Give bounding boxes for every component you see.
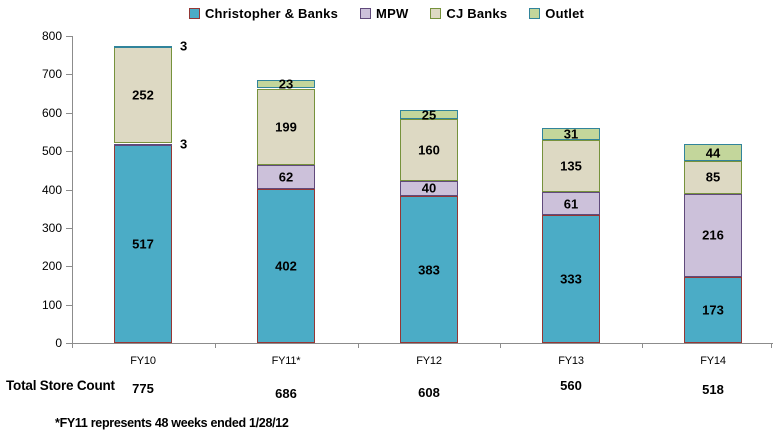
bar-segment — [400, 119, 458, 181]
y-axis-line — [72, 36, 73, 348]
legend-series-label: CJ Banks — [446, 6, 508, 21]
bar-segment-label: 402 — [275, 258, 297, 274]
bar-segment — [684, 144, 742, 162]
x-axis-tick — [357, 343, 359, 348]
x-axis-tick — [642, 343, 643, 348]
y-axis-label: 800 — [41, 29, 62, 43]
bar-segment — [684, 193, 742, 277]
bar-segment — [400, 180, 458, 196]
y-axis-label: 500 — [41, 144, 62, 159]
x-axis-label: FY10 — [130, 355, 156, 367]
bar-segment-label: 383 — [418, 262, 440, 277]
bar-segment — [257, 188, 315, 343]
legend-swatch-icon — [360, 8, 372, 19]
legend-series-label: Outlet — [545, 6, 585, 21]
bar-segment — [114, 143, 172, 146]
x-axis-tick — [500, 343, 501, 348]
x-axis-label: FY12 — [416, 355, 442, 367]
x-axis-tick — [214, 343, 216, 348]
bar-segment — [400, 109, 458, 120]
y-axis-tick — [66, 189, 72, 191]
legend-swatch-icon — [529, 8, 541, 19]
bar-segment-label: 160 — [418, 142, 440, 158]
bar-segment-label: 23 — [278, 76, 294, 92]
bar-segment — [684, 161, 742, 194]
y-axis-tick — [66, 266, 72, 268]
bar-segment-label: 44 — [705, 145, 721, 161]
y-axis-tick — [66, 343, 72, 344]
x-axis-label: FY11* — [271, 355, 301, 367]
bar-segment-label: 61 — [563, 196, 579, 211]
total-store-count-value: 775 — [132, 381, 154, 396]
y-axis-label: 600 — [41, 105, 62, 120]
bar-segment-label: 199 — [275, 119, 297, 135]
bar-segment — [257, 79, 315, 89]
y-axis-label: 200 — [41, 259, 62, 274]
y-axis-tick — [66, 151, 72, 153]
bar-segment-label-outside: 3 — [180, 38, 188, 54]
bar-segment — [542, 215, 600, 343]
y-axis-tick — [66, 112, 72, 114]
y-axis-label: 0 — [55, 336, 62, 350]
bar-segment-label: 216 — [702, 227, 724, 243]
bar-segment-label-outside: 3 — [180, 136, 188, 152]
x-axis-line — [72, 343, 773, 344]
y-axis-tick — [66, 304, 72, 306]
totals-row-label: Total Store Count — [6, 378, 115, 393]
bar-segment-label: 173 — [702, 302, 724, 318]
bar-segment-label: 40 — [421, 180, 437, 196]
legend-item: MPW — [360, 6, 408, 21]
y-axis-label: 400 — [41, 182, 62, 197]
bar-segment — [257, 88, 315, 165]
legend-series-label: Christopher & Banks — [204, 6, 339, 21]
y-axis-label: 100 — [41, 297, 62, 312]
legend-swatch-icon — [430, 8, 442, 19]
bar-segment — [257, 164, 315, 189]
total-store-count-value: 608 — [418, 385, 440, 400]
bar-segment — [114, 144, 172, 343]
x-axis-label: FY13 — [558, 355, 584, 367]
total-store-count-value: 686 — [275, 386, 297, 401]
y-axis-tick — [66, 227, 72, 229]
y-axis-tick — [66, 74, 72, 76]
legend-swatch-icon — [188, 8, 200, 19]
x-axis-tick — [771, 343, 772, 348]
y-axis-label: 700 — [41, 67, 62, 82]
bar-segment — [542, 140, 600, 192]
legend-item: Christopher & Banks — [188, 6, 339, 21]
bar-segment — [542, 128, 600, 140]
bar-segment — [684, 276, 742, 343]
bar-segment — [114, 46, 172, 144]
bar-segment-label: 333 — [560, 271, 582, 287]
bar-segment-label: 62 — [278, 169, 294, 185]
bar-segment-label: 517 — [132, 236, 154, 252]
bar-segment — [114, 45, 172, 48]
y-axis-label: 300 — [41, 220, 62, 235]
legend-series-label: MPW — [376, 6, 409, 21]
legend-item: CJ Banks — [430, 6, 507, 21]
total-store-count-value: 560 — [560, 378, 582, 393]
chart-footnote: *FY11 represents 48 weeks ended 1/28/12 — [55, 416, 289, 430]
x-axis-tick — [72, 343, 73, 348]
x-axis-label: FY14 — [700, 355, 726, 367]
bar-segment-label: 31 — [563, 126, 579, 142]
bar-segment — [400, 196, 458, 343]
bar-segment-label: 252 — [132, 87, 154, 103]
bar-segment-label: 85 — [705, 169, 721, 185]
bar-segment-label: 135 — [560, 158, 582, 174]
y-axis-tick — [66, 36, 72, 37]
chart-legend: Christopher & Banks MPW CJ Banks Outlet — [0, 6, 773, 21]
legend-item: Outlet — [529, 6, 584, 21]
bar-segment — [542, 191, 600, 216]
bar-segment-label: 25 — [421, 107, 437, 122]
total-store-count-value: 518 — [702, 382, 724, 397]
